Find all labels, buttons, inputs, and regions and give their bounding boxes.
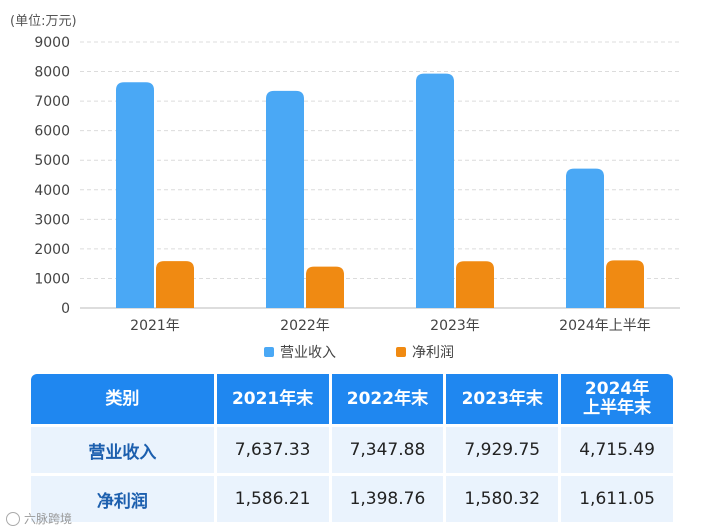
row-label-revenue: 营业收入 [31, 427, 214, 473]
table-row: 净利润 1,586.21 1,398.76 1,580.32 1,611.05 [31, 476, 673, 522]
table-cell: 7,929.75 [446, 427, 559, 473]
x-tick-label: 2022年 [280, 318, 330, 334]
x-tick-label: 2021年 [130, 318, 180, 334]
bar-profit [456, 261, 494, 308]
header-2022: 2022年末 [331, 374, 444, 424]
bar-revenue [266, 90, 304, 309]
legend-label-revenue: 营业收入 [280, 345, 336, 361]
table-header-row: 类别 2021年末 2022年末 2023年末 2024年 上半年末 [31, 374, 673, 424]
legend-swatch-revenue [264, 347, 274, 357]
bar-chart: 0 1000 2000 3000 4000 5000 6000 7000 8000 9000 202… [34, 35, 680, 334]
y-tick-label: 4000 [34, 183, 70, 199]
table-cell: 1,611.05 [561, 476, 673, 522]
bar-revenue [116, 82, 154, 308]
table-cell: 1,398.76 [331, 476, 444, 522]
y-tick-label: 6000 [34, 124, 70, 140]
bar-profit [306, 266, 344, 308]
header-2024h1: 2024年 上半年末 [561, 374, 673, 424]
table-cell: 4,715.49 [561, 427, 673, 473]
y-tick-label: 5000 [34, 153, 70, 169]
y-tick-label: 2000 [34, 242, 70, 258]
legend-item-revenue: 营业收入 [264, 342, 336, 362]
data-table: 类别 2021年末 2022年末 2023年末 2024年 上半年末 营业收入 … [28, 371, 676, 525]
y-tick-label: 0 [61, 301, 70, 317]
legend-swatch-profit [396, 347, 406, 357]
header-category: 类别 [31, 374, 214, 424]
y-tick-label: 1000 [34, 271, 70, 287]
table-cell: 7,637.33 [216, 427, 329, 473]
header-2023: 2023年末 [446, 374, 559, 424]
table-cell: 1,586.21 [216, 476, 329, 522]
bar-revenue [416, 73, 454, 308]
table-row: 营业收入 7,637.33 7,347.88 7,929.75 4,715.49 [31, 427, 673, 473]
legend-label-profit: 净利润 [412, 345, 454, 361]
table-cell: 7,347.88 [331, 427, 444, 473]
watermark: 六脉跨境 [6, 510, 72, 527]
y-tick-label: 8000 [34, 65, 70, 81]
bar-profit [606, 260, 644, 308]
header-2021: 2021年末 [216, 374, 329, 424]
unit-label: (单位:万元) [10, 14, 77, 29]
watermark-logo-icon [6, 511, 20, 526]
x-tick-label: 2023年 [430, 318, 480, 334]
legend-item-profit: 净利润 [396, 342, 454, 362]
row-label-profit: 净利润 [31, 476, 214, 522]
watermark-text: 六脉跨境 [24, 512, 73, 526]
y-tick-label: 3000 [34, 212, 70, 228]
chart-legend: 营业收入 净利润 [0, 342, 702, 362]
bar-revenue [566, 168, 604, 308]
y-tick-label: 9000 [34, 35, 70, 51]
bar-profit [156, 261, 194, 308]
y-tick-label: 7000 [34, 94, 70, 110]
table-cell: 1,580.32 [446, 476, 559, 522]
x-tick-label: 2024年上半年 [559, 318, 651, 334]
